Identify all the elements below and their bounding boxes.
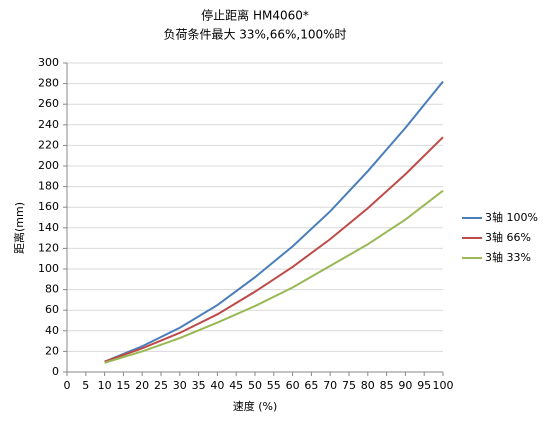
y-tick-label: 140	[38, 221, 59, 234]
x-tick-label: 80	[361, 379, 375, 392]
x-tick-label: 0	[64, 379, 71, 392]
x-tick-label: 20	[135, 379, 149, 392]
y-tick-label: 220	[38, 138, 59, 151]
x-tick-label: 75	[342, 379, 356, 392]
y-axis-label: 距离(mm)	[12, 202, 26, 254]
series-line	[104, 136, 444, 363]
y-tick-label: 260	[38, 97, 59, 110]
x-tick-label: 85	[380, 379, 394, 392]
y-tick-label: 80	[45, 283, 59, 296]
legend-label: 3轴 66%	[485, 230, 531, 244]
chart-subtitle: 负荷条件最大 33%,66%,100%时	[163, 28, 346, 42]
y-tick-label: 60	[45, 303, 59, 316]
x-tick-label: 15	[116, 379, 130, 392]
y-tick-label: 20	[45, 344, 59, 357]
x-tick-label: 40	[210, 379, 224, 392]
y-tick-label: 280	[38, 77, 59, 90]
y-tick-label: 200	[38, 159, 59, 172]
y-tick-label: 300	[38, 56, 59, 69]
series-line	[104, 189, 444, 364]
x-tick-label: 90	[398, 379, 412, 392]
x-tick-label: 5	[82, 379, 89, 392]
y-tick-label: 240	[38, 118, 59, 131]
y-tick-label: 40	[45, 324, 59, 337]
x-tick-label: 95	[417, 379, 431, 392]
y-tick-label: 100	[38, 262, 59, 275]
x-tick-label: 100	[433, 379, 454, 392]
x-tick-label: 30	[173, 379, 187, 392]
y-tick-label: 0	[52, 365, 59, 378]
x-axis-label: 速度 (%)	[233, 399, 278, 413]
x-tick-label: 35	[192, 379, 206, 392]
y-tick-label: 120	[38, 241, 59, 254]
x-tick-label: 10	[98, 379, 112, 392]
x-tick-label: 55	[267, 379, 281, 392]
legend-label: 3轴 100%	[485, 210, 538, 224]
x-tick-label: 45	[229, 379, 243, 392]
chart-title: 停止距离 HM4060*	[201, 8, 309, 23]
series-line	[104, 80, 444, 363]
x-tick-label: 65	[304, 379, 318, 392]
x-tick-label: 25	[154, 379, 168, 392]
y-tick-label: 180	[38, 180, 59, 193]
x-tick-label: 60	[286, 379, 300, 392]
x-tick-label: 50	[248, 379, 262, 392]
x-tick-label: 70	[323, 379, 337, 392]
y-tick-label: 160	[38, 200, 59, 213]
legend-label: 3轴 33%	[485, 250, 531, 264]
